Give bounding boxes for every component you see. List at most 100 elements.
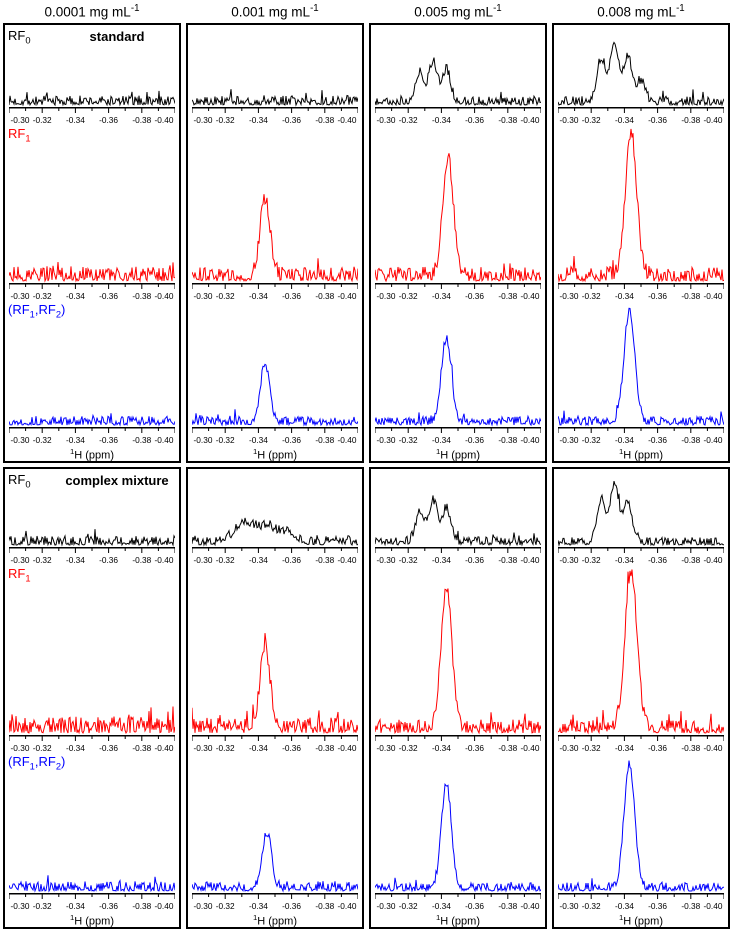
axis-tick-label: -0.40 [155,435,174,445]
column-header-3: 0.008 mg mL-1 [597,3,685,20]
axis-tick-label: -0.40 [521,743,540,753]
axis-tick-label: -0.32 [216,555,235,565]
axis-tick-label: -0.36 [648,291,667,301]
superscript: 1 [69,447,75,456]
axis-tick-label: -0.40 [704,291,723,301]
spectrum-plot: -0.30 -0.32 -0.34 -0.36 -0.38 -0.40 [192,633,358,753]
superscript: 1 [69,913,75,922]
subplot-rf1rf2-1: -0.30 -0.32 -0.34 -0.36 -0.38 -0.40 [188,301,362,445]
subplot-rf1-3: -0.30 -0.32 -0.34 -0.36 -0.38 -0.40 [554,125,728,301]
axis-tick-label: -0.36 [99,291,118,301]
axis-tick-label: -0.36 [648,743,667,753]
subscript: 2 [55,761,62,772]
x-axis: -0.30 -0.32 -0.34 -0.36 -0.38 -0.40 [375,893,541,911]
subplot-rf1-0: RF1 -0.30 -0.32 -0.34 -0.36 -0.38 -0.40 [5,565,179,753]
subplot-rf1-0: RF1 -0.30 -0.32 -0.34 -0.36 -0.38 -0.40 [5,125,179,301]
axis-tick-label: -0.38 [132,555,151,565]
x-axis: -0.30 -0.32 -0.34 -0.36 -0.38 -0.40 [558,107,724,125]
panel-row-complex-mixture: RF0 complex mixture -0.30 -0.32 -0.34 -0.36 -0… [0,467,733,929]
spectrum-trace [558,569,724,735]
subplot-rf1rf2-3: -0.30 -0.32 -0.34 -0.36 -0.38 -0.40 [554,753,728,911]
axis-tick-label: -0.38 [681,901,700,911]
spectrum-plot: -0.30 -0.32 -0.34 -0.36 -0.38 -0.40 [558,307,724,445]
x-axis: -0.30 -0.32 -0.34 -0.36 -0.38 -0.40 [9,107,175,125]
axis-tick-label: -0.36 [465,743,484,753]
axis-tick-label: -0.30 [560,115,579,125]
axis-tick-label: -0.30 [11,115,30,125]
axis-tick-label: -0.30 [11,555,30,565]
spectrum-trace [9,875,175,893]
spectrum-plot: -0.30 -0.32 -0.34 -0.36 -0.38 -0.40 [192,832,358,911]
x-axis: -0.30 -0.32 -0.34 -0.36 -0.38 -0.40 [192,735,358,753]
x-axis-title: 1H (ppm) [435,913,480,928]
subplot-rf0-0: RF0 standard -0.30 -0.32 -0.34 -0.36 -0.38 -0.4… [5,27,179,125]
panel-standard-col-0: RF0 standard -0.30 -0.32 -0.34 -0.36 -0.38 -0.4… [3,23,181,463]
spectrum-plot: -0.30 -0.32 -0.34 -0.36 -0.38 -0.40 [558,480,724,565]
axis-tick-label: -0.30 [11,743,30,753]
axis-tick-label: -0.38 [132,291,151,301]
spectrum-plot: -0.30 -0.32 -0.34 -0.36 -0.38 -0.40 [375,495,541,565]
row-label-rf1rf2: (RF1,RF2) [8,302,66,320]
subplot-rf1-1: -0.30 -0.32 -0.34 -0.36 -0.38 -0.40 [188,125,362,301]
axis-tick-label: -0.34 [615,901,634,911]
subplot-rf0-0: RF0 complex mixture -0.30 -0.32 -0.34 -0.36 -0… [5,471,179,565]
x-axis: -0.30 -0.32 -0.34 -0.36 -0.38 -0.40 [375,547,541,565]
axis-tick-label: -0.32 [582,435,601,445]
axis-tick-label: -0.36 [99,115,118,125]
spectrum-plot: -0.30 -0.32 -0.34 -0.36 -0.38 -0.40 [558,569,724,753]
axis-tick-label: -0.34 [249,743,268,753]
axis-tick-label: -0.34 [249,901,268,911]
axis-tick-label: -0.32 [399,555,418,565]
x-axis: -0.30 -0.32 -0.34 -0.36 -0.38 -0.40 [558,735,724,753]
spectrum-trace [558,128,724,283]
axis-tick-label: -0.34 [615,115,634,125]
superscript: 1 [618,447,624,456]
axis-tick-label: -0.40 [521,901,540,911]
axis-tick-label: -0.40 [521,435,540,445]
axis-tick-label: -0.32 [216,901,235,911]
row-label-rf0: RF0 [8,28,31,46]
axis-tick-label: -0.36 [282,435,301,445]
x-axis-title: 1H (ppm) [618,913,663,928]
axis-tick-label: -0.32 [582,115,601,125]
axis-tick-label: -0.34 [432,743,451,753]
x-axis: -0.30 -0.32 -0.34 -0.36 -0.38 -0.40 [375,735,541,753]
x-axis-title: 1H (ppm) [252,913,297,928]
axis-tick-label: -0.32 [399,743,418,753]
spectrum-plot: -0.30 -0.32 -0.34 -0.36 -0.38 -0.40 [375,588,541,753]
panel-standard-col-3: -0.30 -0.32 -0.34 -0.36 -0.38 -0.40 -0.30 -0.32… [552,23,730,463]
axis-tick-label: -0.34 [249,115,268,125]
axis-tick-label: -0.40 [155,291,174,301]
subscript: 1 [29,761,35,772]
superscript: -1 [130,3,140,14]
axis-tick-label: -0.32 [582,743,601,753]
axis-tick-label: -0.32 [33,435,52,445]
axis-tick-label: -0.40 [521,115,540,125]
subplot-rf1rf2-1: -0.30 -0.32 -0.34 -0.36 -0.38 -0.40 [188,753,362,911]
spectrum-plot: -0.30 -0.32 -0.34 -0.36 -0.38 -0.40 [375,335,541,445]
axis-tick-label: -0.32 [216,115,235,125]
x-axis: -0.30 -0.32 -0.34 -0.36 -0.38 -0.40 [192,427,358,445]
spectrum-plot: -0.30 -0.32 -0.34 -0.36 -0.38 -0.40 [558,41,724,125]
subscript: 0 [25,35,31,46]
axis-tick-label: -0.32 [216,291,235,301]
spectrum-trace [375,782,541,893]
x-axis: -0.30 -0.32 -0.34 -0.36 -0.38 -0.40 [375,427,541,445]
subplot-rf1-1: -0.30 -0.32 -0.34 -0.36 -0.38 -0.40 [188,565,362,753]
axis-tick-label: -0.30 [560,743,579,753]
axis-tick-label: -0.30 [560,555,579,565]
axis-tick-label: -0.34 [66,743,85,753]
spectrum-plot: -0.30 -0.32 -0.34 -0.36 -0.38 -0.40 [558,760,724,911]
x-axis: -0.30 -0.32 -0.34 -0.36 -0.38 -0.40 [9,427,175,445]
axis-tick-label: -0.40 [155,115,174,125]
axis-tick-label: -0.40 [338,115,357,125]
axis-tick-label: -0.36 [99,435,118,445]
axis-tick-label: -0.38 [498,901,517,911]
axis-tick-label: -0.32 [33,555,52,565]
axis-tick-label: -0.34 [615,435,634,445]
axis-tick-label: -0.38 [132,901,151,911]
axis-tick-label: -0.30 [194,743,213,753]
subscript: 2 [55,309,62,320]
axis-tick-label: -0.36 [282,555,301,565]
